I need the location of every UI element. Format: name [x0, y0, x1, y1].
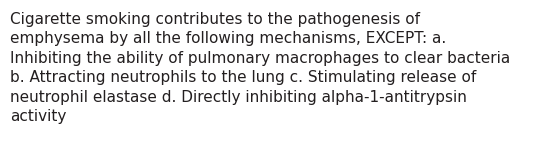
Text: Cigarette smoking contributes to the pathogenesis of
emphysema by all the follow: Cigarette smoking contributes to the pat… [10, 12, 511, 124]
